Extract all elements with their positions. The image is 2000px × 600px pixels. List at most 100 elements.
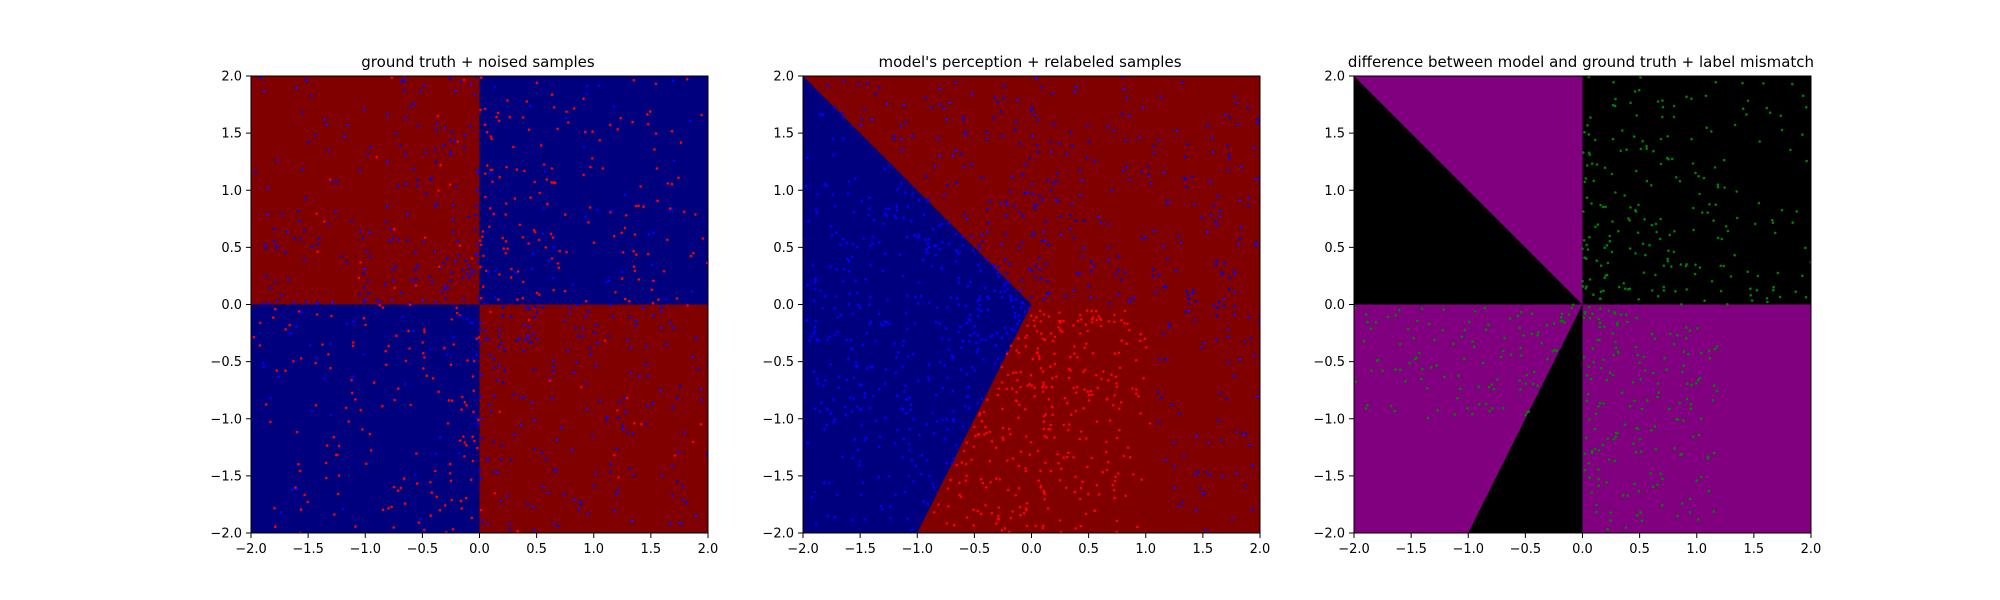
scatter-point bbox=[1699, 351, 1703, 355]
scatter-point bbox=[1634, 450, 1638, 454]
scatter-point bbox=[399, 291, 403, 295]
scatter-point bbox=[1065, 152, 1069, 156]
scatter-point bbox=[416, 184, 419, 188]
scatter-point bbox=[1679, 263, 1683, 266]
scatter-point bbox=[863, 438, 866, 442]
scatter-point bbox=[1588, 278, 1592, 281]
scatter-point bbox=[1084, 512, 1088, 516]
scatter-point bbox=[997, 506, 1001, 509]
scatter-point bbox=[968, 319, 972, 323]
scatter-point bbox=[516, 270, 520, 273]
scatter-point bbox=[961, 425, 965, 428]
scatter-point bbox=[1178, 505, 1181, 508]
scatter-point bbox=[1741, 107, 1745, 110]
scatter-point bbox=[998, 478, 1002, 481]
scatter-point bbox=[329, 366, 332, 370]
scatter-point bbox=[925, 251, 928, 254]
scatter-point bbox=[1393, 409, 1396, 413]
scatter-point bbox=[868, 244, 872, 247]
scatter-point bbox=[632, 78, 636, 82]
scatter-point bbox=[917, 281, 920, 285]
scatter-point bbox=[954, 149, 958, 152]
scatter-point bbox=[357, 276, 361, 280]
scatter-point bbox=[1588, 476, 1591, 480]
scatter-point bbox=[1142, 376, 1145, 380]
scatter-point bbox=[1038, 357, 1041, 361]
scatter-point bbox=[490, 137, 493, 141]
scatter-point bbox=[331, 301, 335, 305]
scatter-point bbox=[1099, 318, 1103, 322]
scatter-point bbox=[950, 461, 954, 465]
scatter-point bbox=[905, 294, 909, 298]
scatter-point bbox=[671, 405, 674, 409]
scatter-point bbox=[910, 529, 914, 532]
y-tick-label: 0.0 bbox=[221, 298, 242, 313]
scatter-point bbox=[1634, 252, 1637, 255]
scatter-point bbox=[503, 348, 506, 352]
scatter-point bbox=[1804, 246, 1807, 250]
scatter-point bbox=[999, 290, 1002, 294]
scatter-point bbox=[1013, 315, 1017, 319]
scatter-point bbox=[1092, 316, 1095, 319]
scatter-point bbox=[530, 341, 533, 344]
scatter-point bbox=[1014, 128, 1017, 132]
scatter-point bbox=[423, 356, 426, 359]
scatter-point bbox=[954, 259, 958, 263]
scatter-point bbox=[1004, 282, 1008, 285]
scatter-point bbox=[576, 334, 580, 338]
scatter-point bbox=[848, 292, 851, 296]
scatter-point bbox=[900, 148, 904, 152]
scatter-point bbox=[1599, 264, 1603, 268]
scatter-point bbox=[804, 184, 808, 188]
scatter-point bbox=[488, 171, 492, 175]
scatter-point bbox=[1632, 442, 1635, 445]
scatter-point bbox=[345, 322, 349, 325]
scatter-point bbox=[1051, 406, 1054, 409]
scatter-point bbox=[654, 82, 658, 86]
scatter-point bbox=[476, 242, 479, 245]
scatter-point bbox=[1068, 227, 1072, 230]
scatter-point bbox=[920, 453, 924, 457]
scatter-point bbox=[990, 511, 994, 515]
scatter-point bbox=[1038, 309, 1042, 313]
scatter-point bbox=[1597, 477, 1600, 481]
scatter-point bbox=[552, 360, 555, 363]
scatter-point bbox=[976, 307, 980, 311]
scatter-point bbox=[470, 516, 474, 520]
scatter-point bbox=[332, 435, 336, 439]
scatter-point bbox=[331, 180, 334, 183]
scatter-point bbox=[590, 434, 594, 438]
scatter-point bbox=[1531, 382, 1535, 386]
scatter-point bbox=[1503, 336, 1506, 340]
scatter-point bbox=[1791, 221, 1794, 224]
scatter-point bbox=[1593, 427, 1597, 431]
scatter-point bbox=[1000, 336, 1004, 340]
scatter-point bbox=[984, 425, 987, 429]
scatter-point bbox=[1160, 396, 1163, 400]
scatter-point bbox=[443, 126, 447, 129]
scatter-point bbox=[488, 353, 492, 356]
scatter-point bbox=[1254, 177, 1258, 181]
scatter-point bbox=[1218, 214, 1222, 218]
scatter-point bbox=[489, 135, 493, 138]
scatter-point bbox=[1074, 391, 1078, 395]
scatter-point bbox=[1247, 196, 1251, 200]
scatter-point bbox=[1202, 491, 1206, 495]
scatter-point bbox=[970, 235, 974, 238]
scatter-point bbox=[587, 221, 590, 224]
scatter-point bbox=[829, 363, 832, 366]
scatter-point bbox=[421, 299, 425, 302]
scatter-point bbox=[831, 137, 835, 141]
scatter-point bbox=[631, 432, 635, 435]
scatter-point bbox=[1227, 287, 1231, 291]
scatter-point bbox=[904, 384, 907, 388]
scatter-point bbox=[906, 355, 910, 358]
scatter-point bbox=[419, 518, 423, 521]
scatter-point bbox=[888, 475, 891, 478]
scatter-point bbox=[1581, 247, 1584, 250]
scatter-point bbox=[1026, 384, 1030, 387]
scatter-point bbox=[812, 370, 816, 373]
scatter-point bbox=[849, 338, 852, 342]
scatter-point bbox=[1621, 494, 1625, 497]
scatter-point bbox=[1585, 399, 1589, 403]
